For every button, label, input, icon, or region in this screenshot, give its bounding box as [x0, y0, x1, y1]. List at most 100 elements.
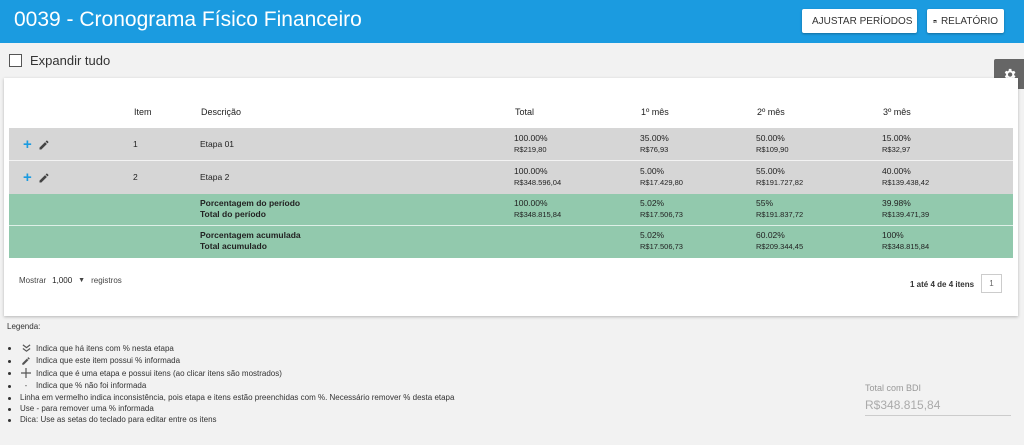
- report-label: RELATÓRIO: [940, 15, 998, 27]
- row-divider: [9, 160, 1013, 161]
- row-actions: +: [23, 136, 50, 153]
- val: R$32,97: [882, 145, 911, 154]
- period-total-label: Total do período: [200, 209, 266, 219]
- period-total: 100.00% R$348.815,84: [514, 198, 561, 220]
- legend-title: Legenda:: [7, 322, 41, 331]
- table-row[interactable]: + 1 Etapa 01 100.00% R$219,80 35.00% R$7…: [9, 128, 1013, 161]
- legend-item: Indica que este item possui % informada: [7, 355, 454, 368]
- row-m1[interactable]: 5.00% R$17.429,80: [640, 166, 683, 188]
- row-divider: [9, 225, 1013, 226]
- legend-item: Indica que é uma etapa e possui itens (a…: [7, 367, 454, 380]
- pagination-info: 1 até 4 de 4 itens: [910, 280, 975, 289]
- col-month-2: 2º mês: [757, 107, 785, 117]
- val: R$219,80: [514, 145, 547, 154]
- cumulative-m1: 5.02% R$17.506,73: [640, 230, 683, 252]
- col-month-1: 1º mês: [641, 107, 669, 117]
- pct: 15.00%: [882, 133, 911, 143]
- expand-plus-icon[interactable]: +: [23, 136, 32, 153]
- legend-text: Indica que este item possui % informada: [36, 356, 181, 366]
- row-m3[interactable]: 15.00% R$32,97: [882, 133, 911, 155]
- pct: 39.98%: [882, 198, 911, 208]
- expand-all-checkbox[interactable]: [9, 54, 22, 67]
- pct: 55.00%: [756, 166, 785, 176]
- period-labels: Porcentagem do período Total do período: [200, 198, 300, 220]
- period-m3: 39.98% R$139.471,39: [882, 198, 929, 220]
- cumulative-m2: 60.02% R$209.344,45: [756, 230, 803, 252]
- pct: 60.02%: [756, 230, 785, 240]
- row-m2[interactable]: 50.00% R$109,90: [756, 133, 789, 155]
- pct: 100.00%: [514, 133, 548, 143]
- period-percent-label: Porcentagem do período: [200, 198, 301, 208]
- pct: 5.00%: [640, 166, 665, 176]
- pct: 5.02%: [640, 198, 665, 208]
- val: R$191.727,82: [756, 178, 804, 187]
- records-label: registros: [91, 276, 122, 285]
- val: R$348.596,04: [514, 178, 562, 187]
- val: R$76,93: [640, 145, 669, 154]
- expand-plus-icon[interactable]: +: [23, 169, 32, 186]
- col-description: Descrição: [201, 107, 242, 117]
- pencil-icon: [20, 356, 32, 366]
- legend-text: Indica que é uma etapa e possui itens (a…: [36, 368, 282, 378]
- legend-list: Indica que há itens com % nesta etapa In…: [7, 342, 455, 425]
- col-total: Total: [515, 107, 535, 117]
- legend-item: Dica: Use as setas do teclado para edita…: [7, 414, 454, 425]
- adjust-periods-label: AJUSTAR PERÍODOS: [812, 15, 913, 27]
- row-m3[interactable]: 40.00% R$139.438,42: [882, 166, 929, 188]
- val: R$17.506,73: [640, 210, 683, 219]
- row-actions: +: [23, 169, 50, 186]
- pct: 40.00%: [882, 166, 911, 176]
- report-icon: [933, 19, 937, 23]
- row-desc: Etapa 2: [200, 172, 230, 182]
- top-bar: 0039 - Cronograma Físico Financeiro AJUS…: [0, 0, 1024, 43]
- cumulative-labels: Porcentagem acumulada Total acumulado: [200, 230, 301, 252]
- cumulative-percent-label: Porcentagem acumulada: [200, 230, 301, 240]
- double-chevron-down-icon: [20, 344, 32, 353]
- pct: 100.00%: [514, 198, 548, 208]
- legend-text: Use - para remover uma % informada: [20, 404, 154, 413]
- legend-item: Linha em vermelho indica inconsistência,…: [7, 392, 455, 403]
- cumulative-total-row: Porcentagem acumulada Total acumulado 5.…: [9, 226, 1013, 258]
- row-item: 1: [133, 139, 138, 149]
- val: R$191.837,72: [756, 210, 804, 219]
- val: R$139.471,39: [882, 210, 930, 219]
- val: R$209.344,45: [756, 242, 804, 251]
- page-number-button[interactable]: 1: [981, 274, 1002, 293]
- pct: 50.00%: [756, 133, 785, 143]
- period-m2: 55% R$191.837,72: [756, 198, 803, 220]
- row-m1[interactable]: 35.00% R$76,93: [640, 133, 669, 155]
- cumulative-total-label: Total acumulado: [200, 241, 267, 251]
- caret-down-icon[interactable]: ▼: [78, 277, 86, 284]
- legend-item: - Indica que % não foi informada: [7, 380, 454, 393]
- legend-text: Indica que % não foi informada: [36, 381, 147, 391]
- bdi-total-field[interactable]: R$348.815,84: [865, 398, 1011, 416]
- col-month-3: 3º mês: [883, 107, 911, 117]
- col-item: Item: [134, 107, 152, 117]
- val: R$109,90: [756, 145, 789, 154]
- plus-icon: [20, 368, 32, 379]
- pct: 5.02%: [640, 230, 665, 240]
- row-total[interactable]: 100.00% R$348.596,04: [514, 166, 561, 188]
- expand-all-toggle[interactable]: Expandir tudo: [9, 53, 110, 68]
- cumulative-m3: 100% R$348.815,84: [882, 230, 929, 252]
- bdi-total-label: Total com BDI: [865, 383, 922, 393]
- page-title: 0039 - Cronograma Físico Financeiro: [14, 8, 362, 31]
- adjust-periods-button[interactable]: AJUSTAR PERÍODOS: [802, 9, 917, 33]
- page-size-select[interactable]: 1,000: [52, 276, 73, 285]
- row-desc: Etapa 01: [200, 139, 235, 149]
- dash-icon: -: [24, 381, 28, 391]
- legend-item: Indica que há itens com % nesta etapa: [7, 342, 454, 355]
- val: R$348.815,84: [882, 242, 930, 251]
- table-row[interactable]: + 2 Etapa 2 100.00% R$348.596,04 5.00% R…: [9, 161, 1013, 194]
- report-button[interactable]: RELATÓRIO: [927, 9, 1004, 33]
- legend-text: Linha em vermelho indica inconsistência,…: [20, 393, 455, 402]
- row-total[interactable]: 100.00% R$219,80: [514, 133, 548, 155]
- pct: 100%: [882, 230, 904, 240]
- pencil-icon[interactable]: [38, 139, 50, 151]
- expand-all-label: Expandir tudo: [30, 53, 111, 68]
- pencil-icon[interactable]: [38, 172, 50, 184]
- page-size-control: Mostrar 1,000 ▼ registros: [19, 276, 122, 285]
- val: R$17.429,80: [640, 178, 683, 187]
- val: R$17.506,73: [640, 242, 683, 251]
- row-m2[interactable]: 55.00% R$191.727,82: [756, 166, 803, 188]
